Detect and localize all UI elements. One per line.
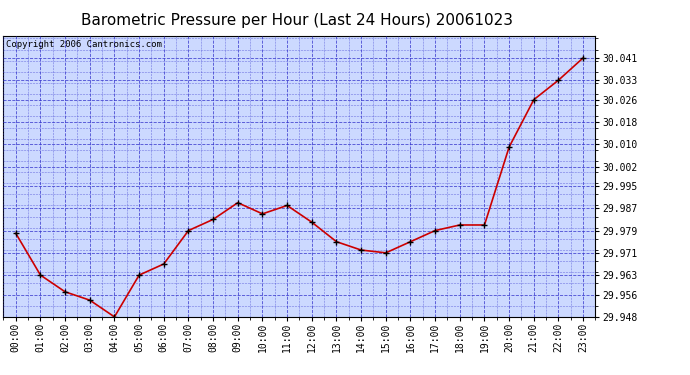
Text: Copyright 2006 Cantronics.com: Copyright 2006 Cantronics.com <box>6 40 162 49</box>
Text: Barometric Pressure per Hour (Last 24 Hours) 20061023: Barometric Pressure per Hour (Last 24 Ho… <box>81 13 513 28</box>
